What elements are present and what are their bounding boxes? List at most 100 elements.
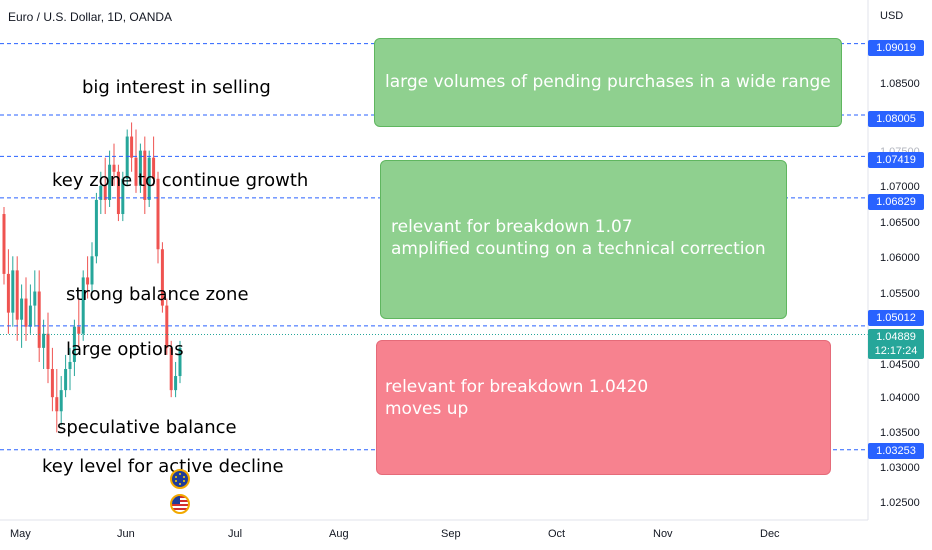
candle (50, 347, 54, 412)
candle-body (77, 326, 81, 334)
candle (125, 129, 129, 186)
candle-body (125, 136, 129, 179)
candle (121, 171, 125, 222)
candle (55, 368, 59, 433)
candle (33, 270, 37, 327)
candle (20, 284, 24, 348)
symbol-title[interactable]: Euro / U.S. Dollar, 1D, OANDA (8, 10, 173, 24)
time-tick: Jun (117, 528, 135, 540)
candle-body (108, 164, 112, 200)
candle (77, 298, 81, 348)
candle (116, 164, 120, 222)
price-tick: 1.05500 (880, 288, 920, 300)
note-box-middle-line: amplified counting on a technical correc… (391, 239, 766, 259)
annotation-key-level-decline[interactable]: key level for active decline (42, 456, 284, 477)
candle (160, 242, 164, 313)
candle-body (15, 270, 19, 320)
candle (178, 340, 182, 384)
candle-body (94, 199, 98, 257)
candle (152, 136, 156, 186)
candle (37, 270, 41, 362)
candle-body (90, 256, 94, 285)
level-tag[interactable]: 1.08005 (868, 111, 924, 127)
candle (169, 340, 173, 398)
annotation-key-zone-growth[interactable]: key zone to continue growth (52, 170, 309, 191)
candle-body (130, 136, 134, 158)
candle-body (134, 157, 138, 186)
note-box-middle-line: relevant for breakdown 1.07 (391, 217, 633, 237)
candle-body (33, 291, 37, 306)
note-box-bottom-line: relevant for breakdown 1.0420 (385, 377, 649, 397)
candle (108, 150, 112, 207)
candle (24, 277, 28, 341)
candle-body (81, 277, 85, 334)
candle-body (37, 291, 41, 348)
level-tag[interactable]: 1.03253 (868, 443, 924, 459)
note-box-middle[interactable]: relevant for breakdown 1.07 amplified co… (380, 160, 787, 319)
price-tick: 1.04000 (880, 392, 920, 404)
candle (42, 319, 46, 369)
candle (81, 270, 85, 341)
candle (2, 206, 6, 285)
candle (134, 129, 138, 193)
candle-body (174, 376, 178, 391)
candle-body (178, 347, 182, 377)
eu-stars-icon (175, 473, 185, 485)
us-flag-icon[interactable] (170, 494, 190, 514)
candle (156, 171, 160, 264)
candle-body (103, 185, 107, 200)
price-tick: 1.06500 (880, 217, 920, 229)
candle (6, 249, 10, 334)
price-tick: 1.02500 (880, 497, 920, 509)
candle (11, 256, 15, 327)
annotation-strong-balance-zone[interactable]: strong balance zone (66, 284, 249, 305)
annotation-big-interest-selling[interactable]: big interest in selling (82, 77, 271, 98)
time-tick: Sep (441, 528, 461, 540)
candle-body (143, 150, 147, 200)
candle-body (160, 249, 164, 306)
candle (174, 361, 178, 398)
candle (143, 136, 147, 215)
candle-body (42, 333, 46, 348)
annotation-speculative-balance[interactable]: speculative balance (57, 417, 237, 438)
candle-body (147, 157, 151, 200)
eu-flag-icon[interactable] (170, 469, 190, 489)
candle-body (121, 178, 125, 215)
price-tick: 1.08500 (880, 78, 920, 90)
candle (99, 171, 103, 215)
level-tag[interactable]: 1.05012 (868, 310, 924, 326)
note-box-top[interactable]: large volumes of pending purchases in a … (374, 38, 842, 127)
candle (59, 376, 63, 426)
candle (94, 192, 98, 264)
candle (165, 298, 169, 355)
candle-body (59, 390, 63, 412)
candle (46, 312, 50, 384)
level-tag[interactable]: 1.06829 (868, 194, 924, 210)
candle-body (165, 305, 169, 348)
candle-body (138, 150, 142, 186)
level-tag[interactable]: 1.09019 (868, 40, 924, 56)
candle (72, 319, 76, 377)
candle-body (11, 270, 15, 313)
time-tick: Dec (760, 528, 780, 540)
price-tick: 1.04500 (880, 359, 920, 371)
price-tick: 1.03000 (880, 462, 920, 474)
level-tag[interactable]: 1.07419 (868, 152, 924, 168)
candle-body (2, 214, 6, 274)
candle-body (46, 333, 50, 369)
candle-body (24, 298, 28, 327)
price-tick: 1.03500 (880, 427, 920, 439)
annotation-large-options[interactable]: large options (66, 339, 184, 360)
candle-body (86, 277, 90, 285)
candle-body (112, 164, 116, 172)
candle-body (116, 171, 120, 215)
candle-body (156, 178, 160, 250)
candle (112, 143, 116, 186)
time-tick: Nov (653, 528, 673, 540)
candle (15, 256, 19, 341)
candle (86, 256, 90, 299)
time-tick: Jul (228, 528, 243, 540)
note-box-bottom[interactable]: relevant for breakdown 1.0420 moves up (376, 340, 831, 475)
price-tick: 1.07000 (880, 181, 920, 193)
